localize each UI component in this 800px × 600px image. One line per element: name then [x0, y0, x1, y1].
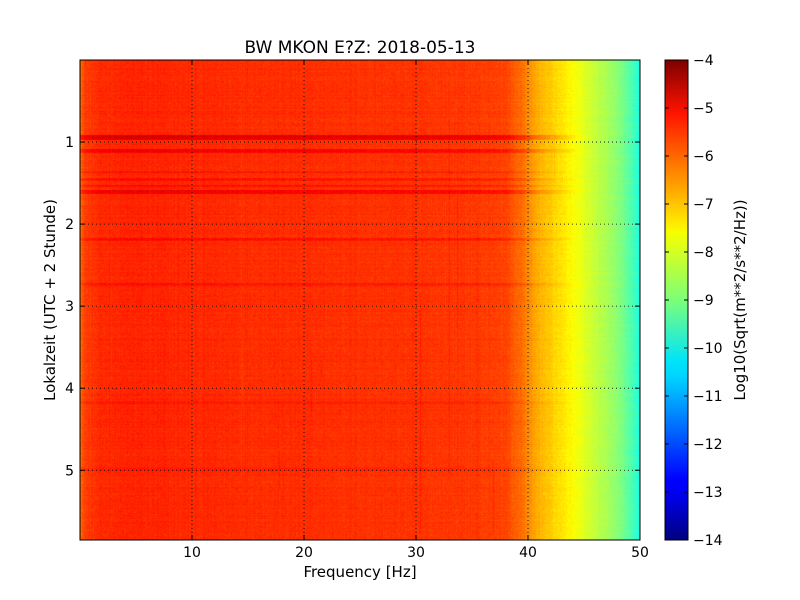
plot-frame — [79, 59, 641, 541]
colorbar-label: Log10(Sqrt(m**2/s**2/Hz)) — [731, 199, 749, 400]
colorbar-tick-label: −4 — [693, 53, 714, 69]
grid-lines — [80, 60, 640, 540]
y-tick-label: 5 — [65, 463, 74, 479]
colorbar-tick-label: −10 — [693, 341, 723, 357]
spectrogram-heatmap — [80, 60, 640, 540]
colorbar-tick-label: −5 — [693, 101, 714, 117]
y-tick-label: 1 — [65, 135, 74, 151]
chart-title: BW MKON E?Z: 2018-05-13 — [245, 38, 476, 58]
x-tick-label: 40 — [519, 545, 537, 561]
x-tick-label: 20 — [295, 545, 313, 561]
x-tick-label: 30 — [407, 545, 425, 561]
y-tick-label: 2 — [65, 217, 74, 233]
y-axis-ticks: 1 2 3 4 5 — [65, 135, 640, 479]
x-tick-label: 10 — [183, 545, 201, 561]
colorbar-tick-label: −8 — [693, 245, 714, 261]
colorbar-tick-label: −13 — [693, 485, 723, 501]
y-tick-label: 4 — [65, 381, 74, 397]
colorbar-tick-label: −6 — [693, 149, 714, 165]
colorbar-tick-label: −7 — [693, 197, 714, 213]
x-axis-label: Frequency [Hz] — [303, 563, 416, 581]
colorbar-tick-label: −12 — [693, 437, 723, 453]
y-axis-label: Lokalzeit (UTC + 2 Stunde) — [41, 199, 59, 401]
x-axis-ticks: 10 20 30 40 50 — [183, 60, 649, 561]
x-tick-label: 50 — [631, 545, 649, 561]
colorbar-tick-label: −9 — [693, 293, 714, 309]
colorbar-ticks: −4 −5 −6 −7 −8 −9 −10 −11 −12 −13 −14 — [665, 53, 723, 549]
y-tick-label: 3 — [65, 299, 74, 315]
colorbar-tick-label: −14 — [693, 533, 723, 549]
colorbar-tick-label: −11 — [693, 389, 723, 405]
